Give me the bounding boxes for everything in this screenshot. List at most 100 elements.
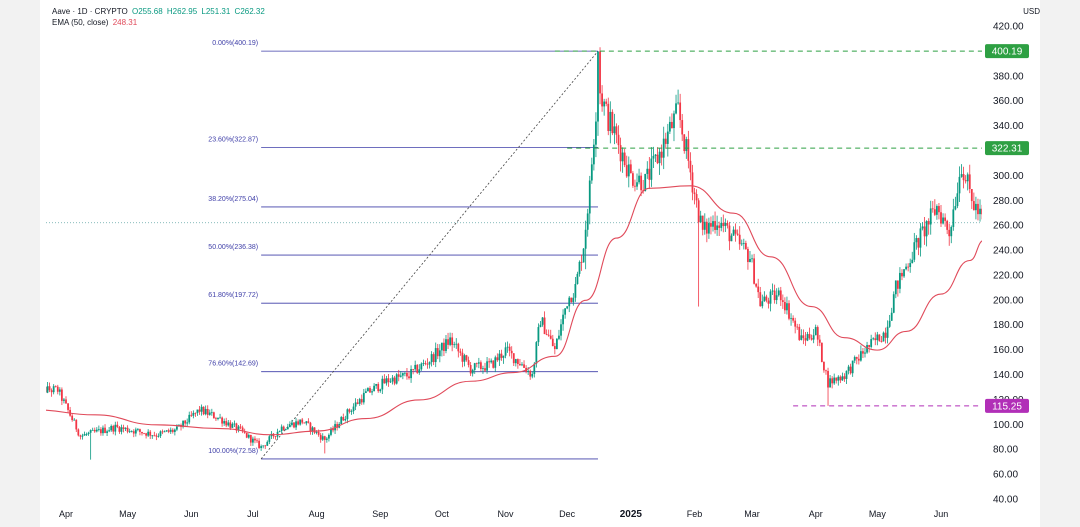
- candle-body: [136, 429, 139, 430]
- candle-body: [929, 208, 932, 225]
- candle-body: [946, 220, 949, 230]
- candle: [110, 424, 113, 432]
- candle: [919, 223, 922, 257]
- candle-body: [371, 391, 373, 393]
- candle: [545, 329, 548, 336]
- candle: [383, 374, 386, 384]
- candle-body: [77, 429, 80, 436]
- candle: [601, 85, 603, 112]
- candle-body: [303, 422, 306, 424]
- candle-body: [560, 324, 562, 336]
- candle: [404, 372, 406, 377]
- candle-body: [145, 433, 148, 436]
- candle: [632, 171, 634, 188]
- candle: [816, 325, 819, 346]
- candle-body: [699, 215, 702, 223]
- price-tag-text: 322.31: [992, 144, 1023, 155]
- candle-body: [716, 225, 719, 230]
- candle: [722, 214, 725, 233]
- candle-body: [917, 238, 920, 248]
- candle-body: [139, 429, 141, 432]
- x-tick-label: Jul: [247, 509, 259, 519]
- candle: [568, 295, 571, 313]
- candle-body: [636, 182, 638, 187]
- candle-body: [387, 378, 390, 383]
- candle-body: [621, 152, 624, 162]
- candle-body: [644, 173, 647, 192]
- candle-body: [217, 417, 219, 419]
- candle: [884, 327, 887, 344]
- candle-body: [295, 421, 297, 428]
- candle-body: [93, 429, 96, 432]
- candle-body: [245, 432, 248, 438]
- candle-body: [321, 436, 324, 440]
- candle: [484, 362, 486, 372]
- candle: [948, 223, 951, 246]
- candle-body: [504, 347, 507, 356]
- candle-body: [710, 223, 712, 227]
- candle: [461, 348, 464, 368]
- candle: [422, 359, 425, 367]
- candle: [894, 280, 897, 299]
- candle-body: [962, 174, 965, 181]
- candle-body: [91, 429, 94, 431]
- candle-body: [691, 172, 694, 193]
- candle: [903, 269, 905, 278]
- candle: [946, 219, 949, 235]
- candle: [434, 342, 437, 368]
- candle: [280, 424, 283, 434]
- candle: [319, 432, 322, 443]
- candle-body: [176, 426, 178, 430]
- candle: [233, 420, 236, 427]
- candle: [901, 269, 903, 281]
- candle: [447, 332, 449, 350]
- candle: [120, 424, 123, 435]
- candle: [862, 348, 864, 359]
- candle: [933, 199, 936, 217]
- candle-body: [46, 387, 47, 393]
- candle: [453, 341, 456, 348]
- candle-body: [356, 402, 359, 404]
- candle-body: [455, 343, 458, 345]
- candle-body: [790, 317, 792, 319]
- candle: [118, 425, 121, 434]
- candle-body: [707, 223, 710, 234]
- candle-body: [389, 381, 392, 383]
- candle: [486, 357, 488, 374]
- x-tick-label: May: [869, 509, 887, 519]
- candle: [399, 371, 402, 378]
- candle-body: [652, 155, 655, 159]
- candle-body: [545, 334, 548, 335]
- y-tick-label: 420.00: [993, 22, 1024, 33]
- candle-body: [340, 417, 343, 424]
- candle-body: [751, 258, 753, 260]
- candle: [496, 353, 499, 362]
- candle: [266, 440, 269, 446]
- candle-body: [106, 431, 108, 433]
- candle-body: [408, 376, 410, 379]
- candle-body: [820, 342, 823, 362]
- candle: [767, 297, 770, 309]
- candle-body: [580, 261, 583, 263]
- candle-body: [597, 51, 599, 122]
- candle-body: [812, 335, 815, 340]
- candle: [870, 334, 873, 349]
- candle: [100, 427, 102, 436]
- candle: [654, 153, 657, 163]
- candle: [611, 109, 614, 136]
- fib-level-label: 100.00%(72.58): [208, 448, 258, 455]
- candle: [786, 296, 788, 315]
- symbol-legend: Aave · 1D · CRYPTO O255.68 H262.95 L251.…: [52, 7, 265, 16]
- candle: [102, 425, 104, 436]
- candle: [896, 280, 899, 297]
- candle-body: [697, 200, 700, 223]
- candle-body: [184, 420, 187, 424]
- candle: [798, 323, 801, 342]
- candle: [151, 435, 154, 439]
- y-tick-label: 220.00: [993, 270, 1024, 281]
- candle: [804, 332, 807, 346]
- candle-body: [208, 412, 211, 415]
- candle-body: [161, 431, 164, 433]
- candle-body: [449, 337, 451, 345]
